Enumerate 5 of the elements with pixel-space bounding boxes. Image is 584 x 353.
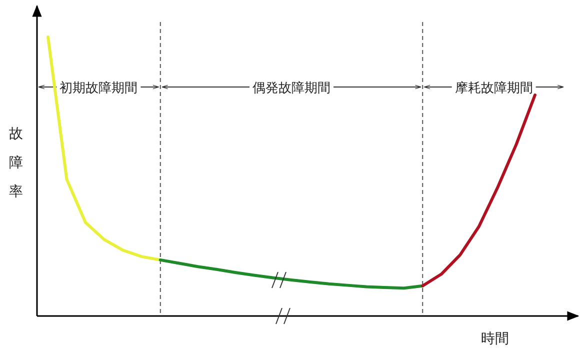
- annotation: 摩耗故障期間: [454, 81, 533, 96]
- y-axis-title: 故障率: [9, 126, 23, 200]
- x-axis-title: 時間: [481, 331, 509, 347]
- annotation: 偶発故障期間: [252, 81, 330, 96]
- annotation: 初期故障期間: [60, 81, 138, 96]
